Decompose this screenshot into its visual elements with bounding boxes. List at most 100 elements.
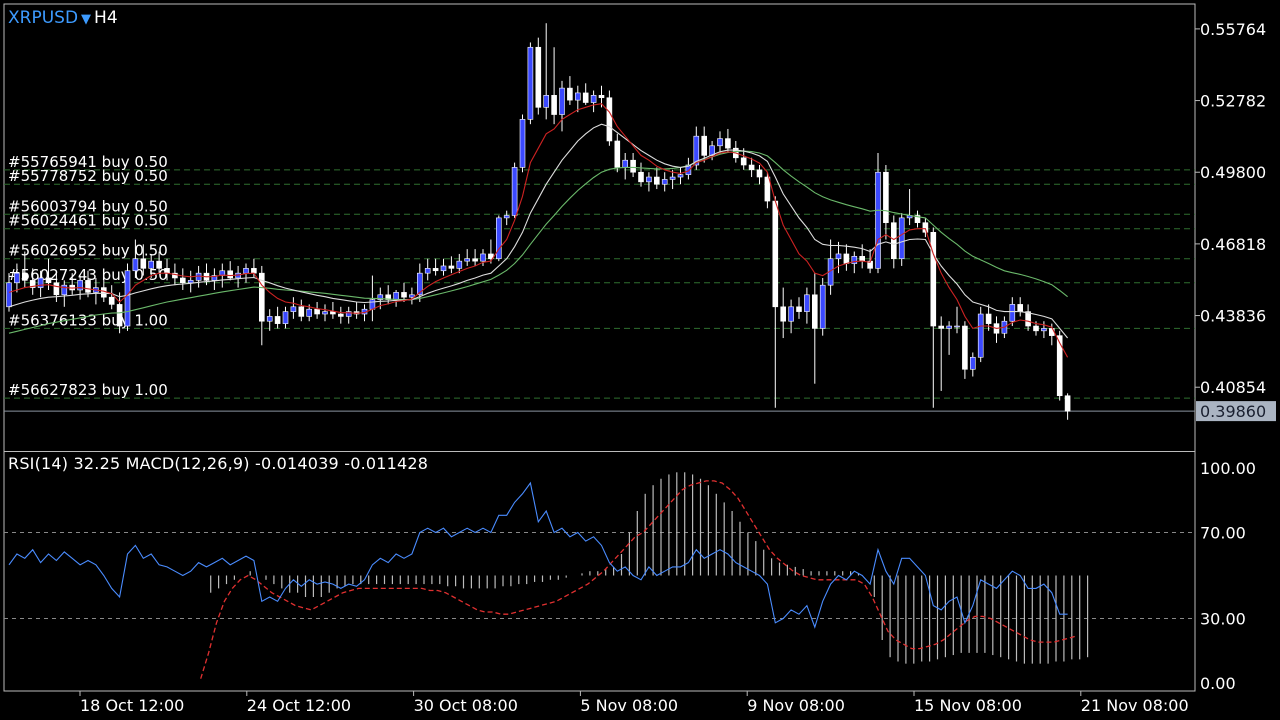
candle-body — [409, 294, 415, 298]
candle-body — [290, 306, 297, 312]
candle-body — [45, 277, 52, 284]
candle-body — [535, 46, 542, 108]
candle-body — [77, 280, 83, 291]
triangle-down-icon[interactable]: ▼ — [81, 12, 92, 27]
candle-body — [701, 135, 708, 156]
current-price-label: 0.39860 — [1200, 402, 1266, 421]
price-tick-label: 0.55764 — [1200, 20, 1266, 39]
order-lines: #55765941 buy 0.50#55778752 buy 0.50 #560… — [4, 153, 1195, 412]
rsi-line — [8, 481, 1068, 629]
candle-body — [511, 167, 518, 216]
candle-body — [606, 97, 613, 142]
candle-body — [725, 138, 731, 149]
candle-body — [401, 292, 407, 298]
candle-body — [946, 325, 952, 329]
candle-body — [132, 258, 139, 272]
candle-body — [638, 171, 644, 183]
candle-body — [1009, 304, 1016, 322]
candle-body — [85, 280, 91, 293]
candlestick-series — [6, 23, 1071, 420]
candle-body — [53, 282, 60, 296]
symbol-selector[interactable]: XRPUSD ▼ H4 — [8, 8, 118, 28]
indicator-tick-label: 0.00 — [1200, 674, 1236, 693]
candle-body — [424, 268, 431, 274]
axes: 0.55764 0.52782 0.49800 0.46818 0.43836 0.408… — [79, 20, 1276, 715]
candle-body — [653, 176, 660, 185]
candle-body — [582, 92, 589, 103]
symbol-name[interactable]: XRPUSD — [8, 8, 79, 28]
candle-body — [472, 258, 478, 262]
candle-body — [108, 296, 115, 305]
ma-slow-line — [8, 150, 1068, 334]
candle-body — [598, 95, 605, 99]
candle-body — [977, 313, 984, 358]
candle-body — [962, 325, 968, 370]
candle-body — [282, 311, 289, 324]
indicator-tick-label: 100.00 — [1200, 459, 1256, 478]
candle-body — [14, 272, 20, 284]
candle-body — [156, 260, 162, 269]
candle-body — [661, 179, 668, 185]
time-tick-label: 15 Nov 08:00 — [914, 696, 1022, 715]
candle-body — [764, 176, 771, 202]
candle-body — [574, 92, 581, 101]
candle-body — [898, 217, 905, 260]
candle-body — [377, 294, 384, 300]
candle-body — [922, 222, 929, 233]
time-tick-label: 9 Nov 08:00 — [747, 696, 845, 715]
price-tick-label: 0.52782 — [1200, 92, 1266, 111]
macd-signal-line — [200, 480, 1078, 679]
candle-body — [740, 157, 747, 166]
candle-body — [804, 294, 810, 312]
candle-body — [859, 256, 866, 262]
candle-body — [148, 260, 154, 269]
candle-body — [1064, 395, 1071, 412]
candle-body — [1025, 311, 1031, 327]
candle-body — [938, 325, 945, 329]
candle-body — [227, 270, 233, 279]
candle-body — [416, 272, 423, 296]
candle-body — [930, 232, 937, 327]
candle-body — [274, 316, 281, 324]
candle-body — [788, 306, 794, 322]
candle-body — [187, 280, 194, 284]
timeframe-label[interactable]: H4 — [94, 8, 118, 28]
candle-body — [456, 260, 463, 269]
candle-body — [337, 313, 344, 317]
candle-body — [1041, 328, 1047, 332]
candle-body — [29, 280, 36, 288]
candle-body — [116, 304, 123, 327]
candle-body — [772, 200, 779, 308]
candle-body — [480, 253, 486, 262]
candle-body — [835, 253, 842, 260]
candle-body — [258, 272, 265, 322]
time-tick-label: 30 Oct 08:00 — [414, 696, 518, 715]
ma-mid-line — [8, 123, 1069, 339]
candle-body — [780, 306, 787, 322]
candle-body — [890, 222, 897, 260]
candle-body — [819, 284, 826, 329]
candle-body — [322, 311, 328, 315]
candle-body — [969, 356, 976, 370]
candle-body — [622, 159, 629, 168]
candle-body — [717, 138, 723, 147]
candle-body — [124, 270, 131, 327]
candle-body — [669, 176, 676, 180]
candle-body — [1056, 335, 1063, 397]
candle-body — [393, 292, 399, 300]
candle-body — [646, 176, 652, 183]
time-tick-label: 21 Nov 08:00 — [1081, 696, 1189, 715]
candle-body — [796, 306, 802, 312]
candle-body — [432, 268, 439, 272]
order-label: #55765941 buy 0.50 — [8, 153, 168, 171]
price-tick-label: 0.46818 — [1200, 235, 1266, 254]
candle-body — [314, 308, 320, 315]
candle-body — [559, 87, 565, 115]
candle-body — [448, 265, 455, 269]
candle-body — [464, 258, 471, 262]
price-tick-label: 0.40854 — [1200, 378, 1266, 397]
candle-body — [306, 308, 313, 317]
order-label: #56024461 buy 0.50 — [8, 212, 168, 230]
candle-body — [61, 284, 68, 296]
